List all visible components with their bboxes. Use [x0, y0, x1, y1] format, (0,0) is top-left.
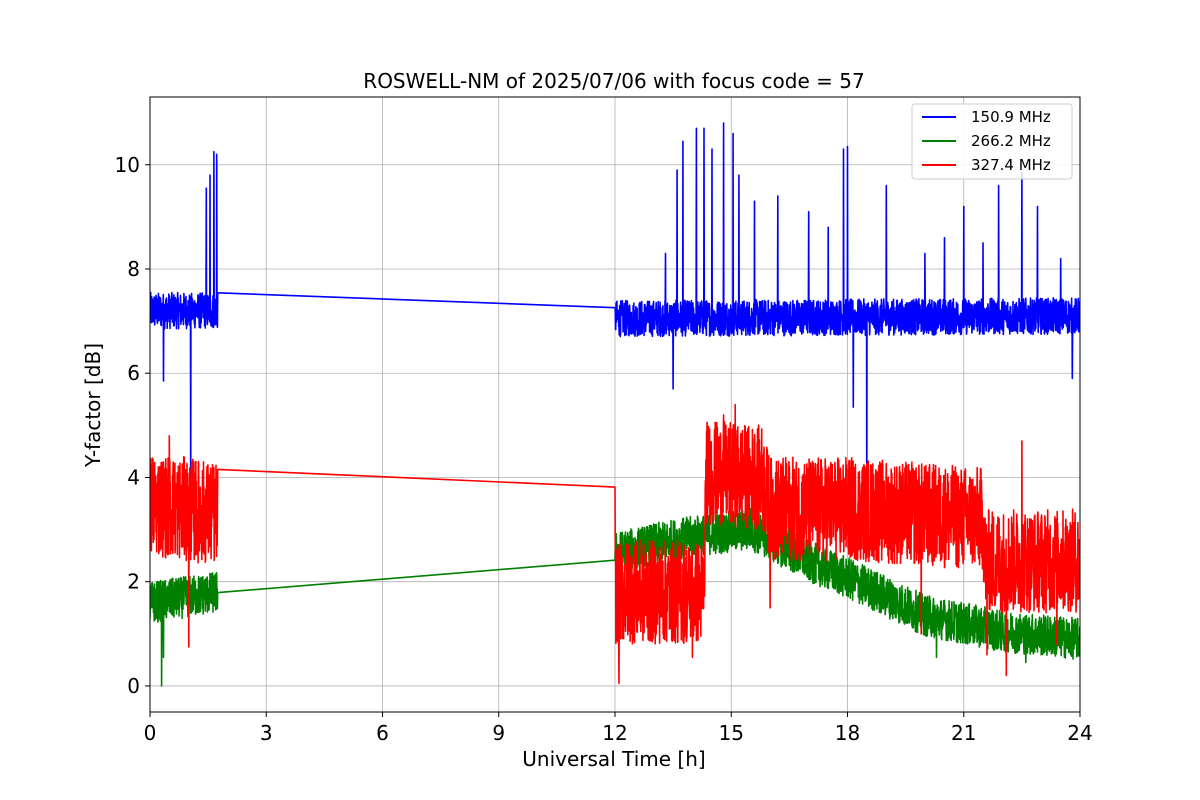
x-tick-label: 9 — [492, 721, 505, 745]
legend-label-327: 327.4 MHz — [971, 156, 1051, 174]
plot-area — [150, 122, 1080, 687]
y-tick-label: 2 — [127, 570, 140, 594]
series-266-2-mhz — [150, 507, 1080, 687]
legend-label-150: 150.9 MHz — [971, 108, 1051, 126]
chart-title: ROSWELL-NM of 2025/07/06 with focus code… — [363, 69, 864, 93]
x-tick-label: 18 — [835, 721, 860, 745]
x-tick-label: 12 — [602, 721, 627, 745]
x-tick-label: 15 — [719, 721, 744, 745]
x-tick-label: 21 — [951, 721, 976, 745]
x-axis-label: Universal Time [h] — [522, 747, 705, 771]
series-327-4-mhz — [150, 403, 1080, 685]
x-tick-label: 6 — [376, 721, 389, 745]
series-150-9-mhz — [150, 122, 1080, 515]
legend: 150.9 MHz 266.2 MHz 327.4 MHz — [911, 103, 1073, 180]
x-tick-label: 0 — [144, 721, 157, 745]
y-axis-label: Y-factor [dB] — [81, 343, 105, 468]
y-tick-label: 0 — [127, 674, 140, 698]
y-tick-label: 8 — [127, 257, 140, 281]
legend-label-266: 266.2 MHz — [971, 132, 1051, 150]
x-tick-label: 24 — [1067, 721, 1092, 745]
y-tick-label: 4 — [127, 465, 140, 489]
y-tick-label: 10 — [115, 153, 140, 177]
y-tick-label: 6 — [127, 361, 140, 385]
legend-box — [911, 103, 1073, 180]
x-tick-label: 3 — [260, 721, 273, 745]
